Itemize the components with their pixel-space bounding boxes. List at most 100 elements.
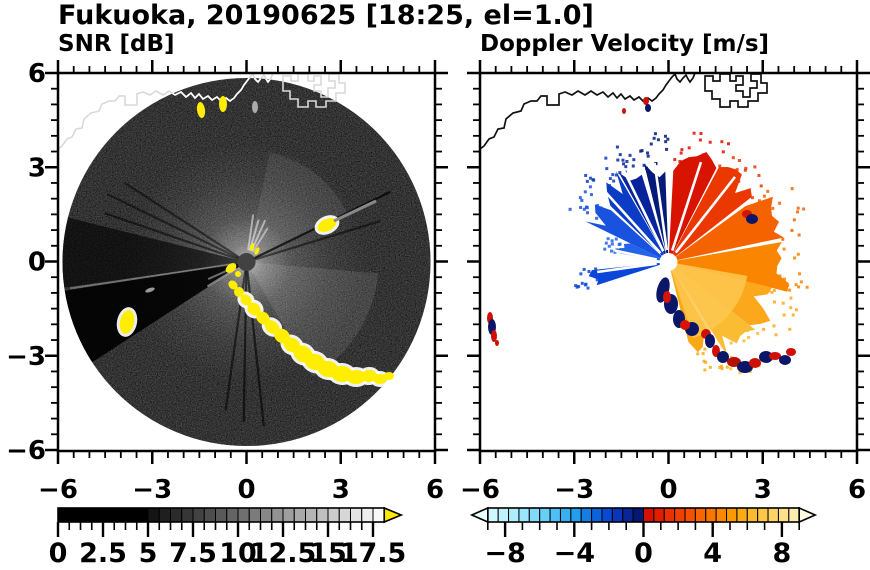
snr-panel-title: SNR [dB]: [58, 31, 175, 57]
clutter-spot: [779, 355, 791, 365]
over-range-arrow: [798, 506, 818, 524]
white-gap-ray: [597, 262, 657, 274]
colorbar-tick-label: −8: [484, 538, 525, 569]
velocity-sector: [668, 152, 717, 262]
dark-ray: [124, 182, 248, 263]
radar-site-hole: [659, 253, 678, 271]
clutter-spot: [717, 351, 729, 363]
snr-strong-echoes: [116, 96, 394, 387]
echo-blob: [317, 218, 337, 232]
white-gap-ray: [670, 161, 703, 251]
echo-blob: [256, 311, 270, 325]
velocity-sector: [616, 243, 669, 262]
echo-blob: [254, 247, 260, 255]
velocity-sector: [668, 196, 784, 262]
clutter-spot: [746, 214, 758, 224]
colorbar-tick-label: 4: [703, 538, 722, 569]
colorbar-tick-label: 0: [49, 538, 68, 569]
echo-blob: [228, 280, 238, 290]
clutter-spot: [727, 357, 741, 367]
inner-bright-sector: [668, 262, 748, 339]
y-tick-label: 0: [28, 248, 46, 278]
colorbar-tick-label: 7.5: [169, 538, 217, 569]
x-tick-label: −6: [38, 475, 78, 505]
clutter-spot: [737, 361, 753, 373]
bright-ray: [252, 227, 269, 253]
y-tick-label: 3: [28, 153, 46, 183]
white-gap-ray: [614, 249, 658, 261]
y-tick-label: −6: [6, 436, 46, 466]
echo-blob: [196, 102, 206, 118]
clutter-spot: [786, 348, 796, 356]
colorbar-tick-label: 2.5: [79, 538, 127, 569]
clutter-spot: [645, 104, 651, 112]
dark-ray: [245, 261, 265, 427]
dark-ray: [246, 220, 381, 264]
clutter-spot: [680, 320, 690, 330]
colorbar-tick-label: 0: [634, 538, 653, 569]
white-gap-ray: [674, 176, 737, 254]
white-gap-ray: [600, 186, 662, 254]
echo-blob: [119, 310, 135, 334]
echo-blob: [247, 302, 261, 316]
velocity-sector: [668, 242, 789, 292]
dark-ray: [104, 212, 247, 264]
colorbar-tick-label: 17.5: [340, 538, 407, 569]
velocity-sector: [606, 171, 669, 262]
clutter-spot: [491, 330, 497, 342]
snr-ppi-disk: [57, 72, 431, 446]
clutter-spot: [749, 358, 761, 368]
colorbar-tick-label: −4: [554, 538, 595, 569]
clutter-spot: [759, 351, 773, 363]
x-tick-label: −3: [554, 475, 594, 505]
bright-fan: [246, 152, 349, 262]
dark-ray: [224, 261, 248, 411]
x-tick-label: −6: [460, 475, 500, 505]
colorbar-tick-label: 5: [139, 538, 158, 569]
doppler-colorbar: −8 −4 0 4 8: [469, 506, 818, 569]
doppler-velocity-field: [479, 72, 809, 375]
echo-blob: [235, 271, 241, 277]
dark-ray: [242, 261, 248, 422]
coastline-right: [479, 72, 696, 150]
echo-blob: [234, 287, 244, 297]
x-tick-label: −3: [132, 475, 172, 505]
over-range-arrow: [383, 506, 404, 524]
x-tick-label: 3: [332, 475, 350, 505]
under-range-arrow: [469, 506, 489, 524]
velocity-sector: [619, 172, 669, 262]
echo-blob: [361, 369, 377, 383]
echo-blob: [346, 370, 366, 384]
x-tick-label: 3: [754, 475, 772, 505]
radar-site-dot: [237, 253, 256, 271]
velocity-sector: [585, 204, 669, 262]
figure-title: Fukuoka, 20190625 [18:25, el=1.0]: [58, 0, 594, 31]
bright-ray: [247, 214, 255, 251]
x-tick-label: 6: [426, 475, 444, 505]
colorbar-tick-label: 12.5: [250, 538, 317, 569]
clutter-spot: [705, 334, 715, 348]
white-gap-ray: [622, 169, 665, 252]
port-outline-left: [282, 73, 346, 108]
beam-blockage-wedge: [63, 262, 247, 363]
clutter-spot: [622, 108, 626, 114]
bright-ray: [70, 262, 235, 290]
x-tick-label: 0: [659, 475, 677, 505]
echo-blob: [145, 287, 155, 293]
echo-blob: [384, 372, 394, 380]
doppler-panel-title: Doppler Velocity [m/s]: [480, 31, 770, 57]
y-tick-label: −3: [6, 342, 46, 372]
panel-frame: −6 −3 0 3 6: [460, 60, 870, 505]
clutter-spot: [495, 340, 499, 346]
velocity-sector: [588, 262, 669, 286]
echo-blob: [252, 101, 258, 113]
beam-blockage-wedge: [62, 217, 247, 288]
echo-blob: [240, 294, 252, 306]
bright-fan: [246, 262, 378, 377]
echo-blob: [264, 320, 280, 334]
panel-frame: −6 −3 0 3 6 6 3 0 −3 −6: [6, 59, 448, 505]
y-tick-label: 6: [28, 59, 46, 89]
